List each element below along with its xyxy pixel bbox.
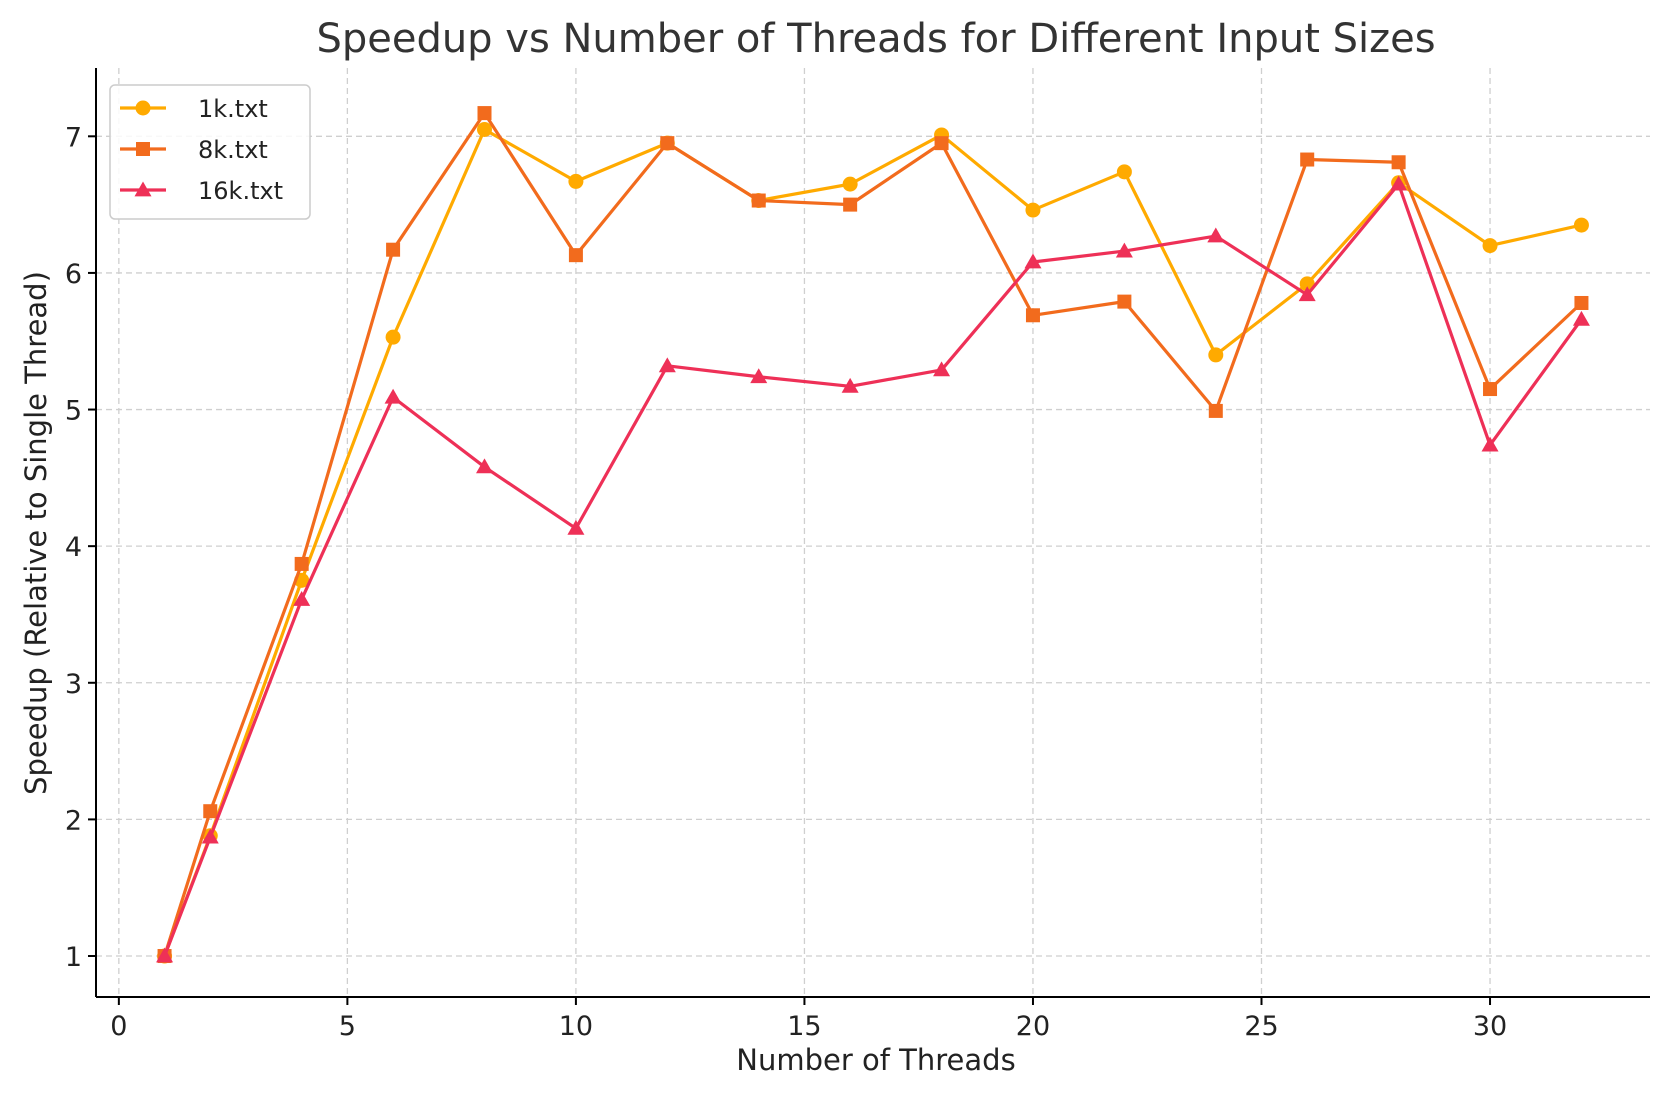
data-point xyxy=(658,357,676,373)
data-point xyxy=(1117,294,1132,309)
data-point xyxy=(568,173,584,189)
chart-title: Speedup vs Number of Threads for Differe… xyxy=(316,16,1435,62)
x-tick-label: 5 xyxy=(339,1011,356,1042)
legend-item: 16k.txt xyxy=(120,177,283,205)
y-tick-label: 5 xyxy=(65,396,82,427)
data-point xyxy=(750,368,768,384)
data-point xyxy=(384,388,402,404)
data-point xyxy=(1208,403,1223,418)
x-tick-label: 20 xyxy=(1016,1011,1050,1042)
y-tick-label: 6 xyxy=(65,259,82,290)
x-tick-label: 30 xyxy=(1473,1011,1507,1042)
legend-swatch-marker xyxy=(135,100,151,116)
data-point xyxy=(1482,238,1498,254)
data-point xyxy=(1574,295,1589,310)
series-1k-txt xyxy=(157,121,1589,964)
legend-item: 8k.txt xyxy=(120,136,268,164)
data-point xyxy=(293,590,311,606)
data-point xyxy=(841,377,859,393)
data-point xyxy=(1116,164,1132,180)
ticks-layer: 0 5 10 15 20 25 30 1 2 3 4 5 6 7 xyxy=(65,122,1507,1042)
legend-swatch-marker xyxy=(134,181,152,197)
legend-item: 1k.txt xyxy=(120,95,268,123)
y-tick-label: 3 xyxy=(65,669,82,700)
y-tick-label: 7 xyxy=(65,122,82,153)
legend: 1k.txt 8k.txt 16k.txt xyxy=(109,84,311,220)
y-tick-label: 2 xyxy=(65,805,82,836)
data-point xyxy=(933,361,951,377)
data-point xyxy=(1207,227,1225,243)
data-point xyxy=(1572,310,1590,326)
series-line xyxy=(163,127,1582,957)
data-point xyxy=(1025,202,1041,218)
data-point xyxy=(1300,152,1315,167)
data-point xyxy=(1481,436,1499,452)
series-16k-txt xyxy=(156,175,1590,963)
y-tick-label: 4 xyxy=(65,532,82,563)
data-point xyxy=(201,828,219,844)
data-point xyxy=(751,193,766,208)
data-point xyxy=(385,329,401,345)
y-tick-label: 1 xyxy=(65,942,82,973)
x-tick-label: 25 xyxy=(1244,1011,1278,1042)
data-point xyxy=(1573,217,1589,233)
data-point xyxy=(934,136,949,151)
data-point xyxy=(1208,347,1224,363)
x-axis-label: Number of Threads xyxy=(736,1043,1015,1077)
data-point xyxy=(477,106,492,121)
data-point xyxy=(1025,308,1040,323)
series-8k-txt xyxy=(157,106,1589,964)
data-point xyxy=(203,804,218,819)
series-layer xyxy=(156,106,1590,964)
legend-label: 1k.txt xyxy=(198,95,268,123)
x-tick-label: 0 xyxy=(110,1011,127,1042)
data-point xyxy=(386,242,401,257)
data-point xyxy=(843,197,858,212)
x-tick-label: 10 xyxy=(559,1011,593,1042)
x-tick-label: 15 xyxy=(787,1011,821,1042)
data-point xyxy=(1483,382,1498,397)
data-point xyxy=(1391,155,1406,170)
data-point xyxy=(1298,286,1316,302)
series-line xyxy=(163,111,1583,957)
data-point xyxy=(842,176,858,192)
axes-layer xyxy=(95,68,1650,998)
data-point xyxy=(567,519,585,535)
data-point xyxy=(1390,175,1408,191)
y-axis-label: Speedup (Relative to Single Thread) xyxy=(19,271,53,795)
legend-box xyxy=(109,84,311,220)
data-point xyxy=(1115,242,1133,258)
data-point xyxy=(1024,253,1042,269)
data-point xyxy=(1299,276,1315,292)
legend-swatch-marker xyxy=(136,142,150,156)
data-point xyxy=(568,248,583,263)
data-point xyxy=(156,947,174,963)
grid-layer xyxy=(96,68,1650,997)
legend-label: 16k.txt xyxy=(198,177,283,205)
data-point xyxy=(294,556,309,571)
data-point xyxy=(476,458,493,474)
data-point xyxy=(660,136,675,151)
data-point xyxy=(477,121,492,137)
legend-label: 8k.txt xyxy=(198,136,268,164)
